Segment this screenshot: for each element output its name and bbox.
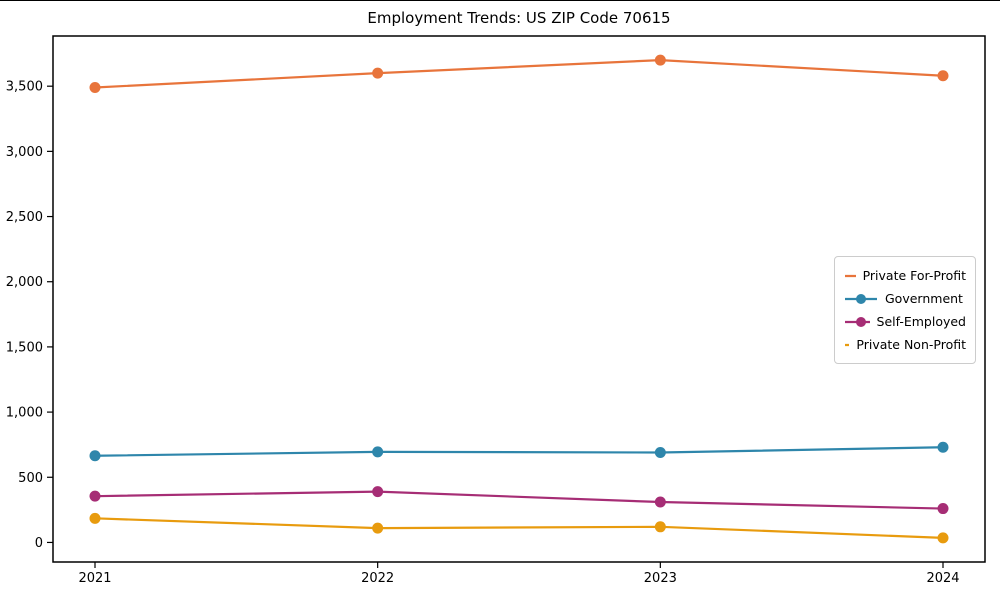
series-line-private-non-profit	[93, 517, 945, 539]
y-tick-label: 1,500	[6, 340, 43, 355]
y-tick-label: 1,000	[6, 406, 43, 421]
series-self-employed	[89, 486, 949, 515]
x-tick-label: 2023	[644, 571, 677, 586]
series-private-non-profit	[89, 512, 949, 544]
legend-item-private-for-profit: Private For-Profit	[844, 264, 966, 287]
y-tick-label: 2,500	[6, 210, 43, 225]
data-point-private-non-profit-2023	[654, 521, 666, 533]
data-point-government-2024	[937, 441, 949, 453]
x-tick-label: 2024	[926, 571, 959, 586]
legend-marker-icon	[856, 316, 866, 327]
y-tick-label: 3,000	[6, 145, 43, 160]
data-point-private-for-profit-2022	[372, 67, 384, 79]
data-point-private-non-profit-2024	[937, 532, 949, 544]
data-point-government-2022	[372, 446, 384, 458]
data-point-self-employed-2024	[937, 503, 949, 515]
data-point-private-for-profit-2023	[654, 54, 666, 66]
data-point-government-2021	[89, 450, 101, 462]
window-top-border	[0, 0, 1000, 1]
legend-swatch-private-non-profit	[845, 343, 850, 346]
legend-label-private-for-profit: Private For-Profit	[862, 268, 966, 283]
x-tick-label: 2021	[78, 571, 111, 586]
y-tick-label: 500	[18, 471, 43, 486]
data-point-private-for-profit-2024	[937, 70, 949, 82]
legend-item-private-non-profit: Private Non-Profit	[844, 333, 966, 356]
data-point-private-non-profit-2021	[89, 512, 101, 524]
y-tick-label: 2,000	[6, 275, 43, 290]
data-point-government-2023	[654, 446, 666, 458]
plot-area	[52, 35, 986, 563]
series-line-government	[93, 446, 945, 457]
legend: Private For-Profit Government Self-Employe…	[834, 256, 976, 364]
y-tick-label: 0	[35, 536, 43, 551]
data-point-self-employed-2023	[654, 496, 666, 508]
legend-label-private-non-profit: Private Non-Profit	[856, 337, 966, 352]
legend-swatch-government	[845, 293, 877, 304]
legend-item-government: Government	[844, 287, 966, 310]
data-point-private-non-profit-2022	[372, 522, 384, 534]
data-point-self-employed-2021	[89, 490, 101, 502]
series-government	[89, 441, 949, 462]
series-line-private-for-profit	[93, 59, 945, 89]
y-tick-label: 3,500	[6, 80, 43, 95]
chart-title: Employment Trends: US ZIP Code 70615	[367, 9, 671, 27]
data-point-self-employed-2022	[372, 486, 384, 498]
legend-label-government: Government	[885, 291, 963, 306]
series-private-for-profit	[89, 54, 949, 93]
data-point-private-for-profit-2021	[89, 81, 101, 93]
legend-label-self-employed: Self-Employed	[876, 314, 966, 329]
series-line-self-employed	[93, 490, 945, 510]
legend-item-self-employed: Self-Employed	[844, 310, 966, 333]
legend-marker-icon	[856, 293, 866, 304]
legend-swatch-self-employed	[845, 316, 870, 327]
x-tick-label: 2022	[361, 571, 394, 586]
legend-swatch-private-for-profit	[845, 274, 856, 277]
